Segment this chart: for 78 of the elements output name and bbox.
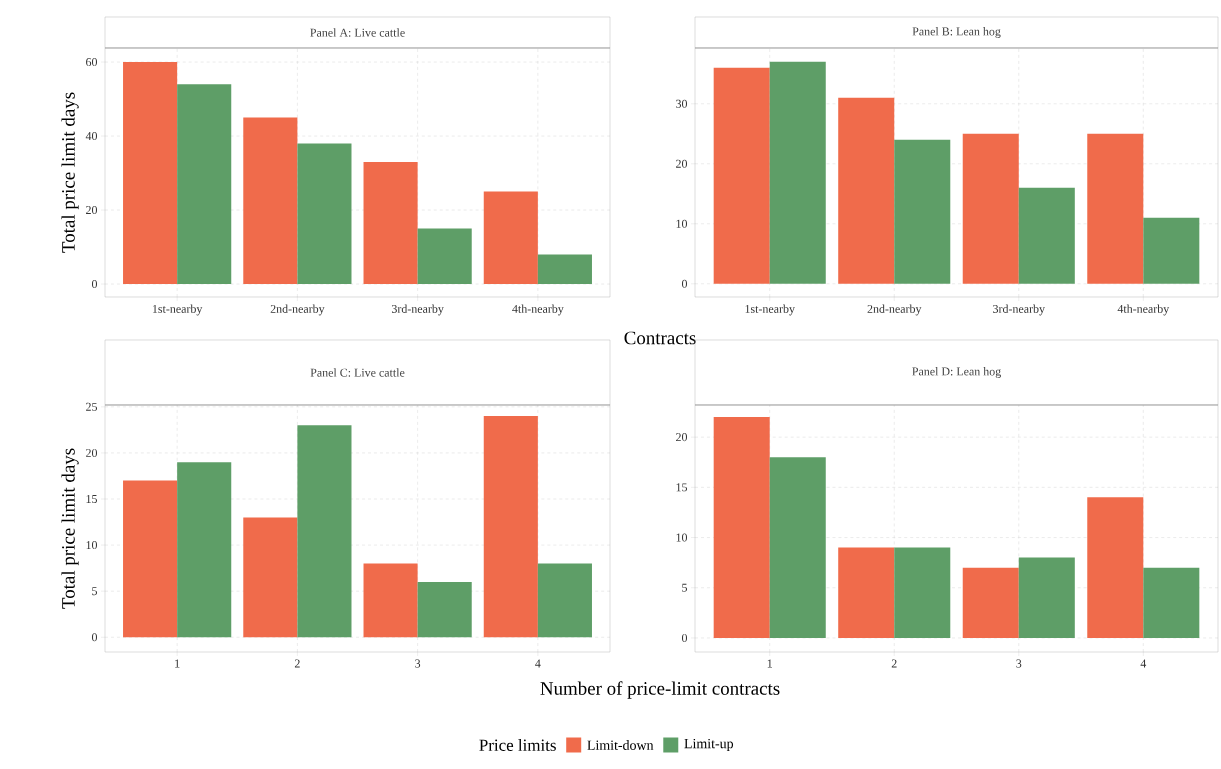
x-tick-label: 2 [891, 659, 897, 668]
bar [713, 67, 770, 284]
bar [297, 425, 352, 638]
bar [769, 457, 826, 638]
bar [1087, 497, 1144, 638]
bar [1018, 557, 1075, 638]
y-tick-label: 25 [86, 402, 98, 411]
bar [769, 61, 826, 284]
x-tick-label: 1 [767, 659, 772, 668]
legend-label: Limit-down [587, 740, 654, 750]
bar [417, 581, 472, 638]
x-axis-title: Number of price-limit contracts [540, 681, 780, 699]
x-tick-label: 2nd-nearby [270, 304, 325, 316]
y-tick-label: 0 [681, 279, 688, 288]
x-tick-label: 3 [1016, 659, 1022, 668]
bar [363, 563, 418, 638]
bar [838, 97, 895, 284]
bar [123, 62, 178, 285]
y-tick-label: 60 [86, 58, 98, 67]
x-tick-label: 4 [535, 659, 541, 668]
y-tick-label: 0 [681, 633, 688, 642]
bar [1087, 133, 1144, 284]
y-tick-label: 20 [676, 433, 688, 442]
y-tick-label: 20 [86, 448, 98, 457]
y-tick-label: 40 [85, 132, 98, 141]
bar [962, 567, 1019, 638]
bar [297, 143, 352, 285]
y-tick-label: 15 [86, 495, 98, 503]
bar [894, 139, 951, 284]
bar [483, 416, 538, 638]
bar [363, 161, 418, 285]
legend-label: Limit-up [684, 738, 734, 752]
legend-title: Price limits [479, 739, 556, 751]
y-tick-label: 20 [86, 206, 98, 215]
x-tick-label: 1 [175, 659, 180, 668]
bar [1143, 217, 1200, 284]
y-axis-title: Total price limit days [61, 448, 79, 609]
y-tick-label: 15 [676, 483, 688, 492]
bar [123, 480, 178, 638]
y-tick-label: 0 [91, 280, 98, 289]
chart-title: Panel A: Live cattle [310, 28, 405, 37]
y-tick-label: 5 [92, 587, 98, 596]
bar [177, 84, 232, 285]
y-tick-label: 10 [86, 541, 98, 550]
y-tick-label: 20 [676, 159, 688, 168]
x-tick-label: 2 [294, 659, 300, 668]
bar [894, 547, 951, 638]
y-tick-label: 0 [91, 633, 98, 642]
x-tick-label: 4 [1140, 659, 1147, 668]
bar [962, 133, 1019, 284]
bar [1143, 567, 1200, 638]
y-tick-label: 10 [676, 533, 688, 542]
bar [243, 117, 298, 285]
x-tick-label: 3rd-nearby [391, 304, 444, 316]
y-tick-label: 5 [682, 583, 688, 592]
y-axis-title: Total price limit days [61, 92, 79, 253]
x-tick-label: 3 [415, 659, 421, 668]
bar [537, 254, 592, 285]
chart-title: Panel C: Live cattle [310, 368, 405, 377]
x-tick-label: 2nd-nearby [867, 304, 922, 316]
y-tick-label: 10 [676, 219, 688, 228]
bar [537, 563, 592, 638]
bar [483, 191, 538, 285]
bar [713, 417, 770, 638]
chart-title: Panel D: Lean hog [912, 367, 1001, 378]
bar [838, 547, 895, 638]
y-tick-label: 30 [676, 99, 688, 108]
bar [243, 517, 298, 638]
bar [417, 228, 472, 285]
x-tick-label: 3rd-nearby [993, 304, 1045, 316]
x-tick-label: 1st-nearby [152, 304, 203, 316]
bar [1018, 187, 1075, 284]
x-tick-label: 4th-nearby [512, 304, 564, 316]
x-axis-title: Contracts [624, 331, 696, 345]
bar [177, 462, 232, 638]
x-tick-label: 1st-nearby [745, 304, 795, 316]
chart-title: Panel B: Lean hog [912, 27, 1001, 38]
x-tick-label: 4th-nearby [1117, 304, 1170, 316]
